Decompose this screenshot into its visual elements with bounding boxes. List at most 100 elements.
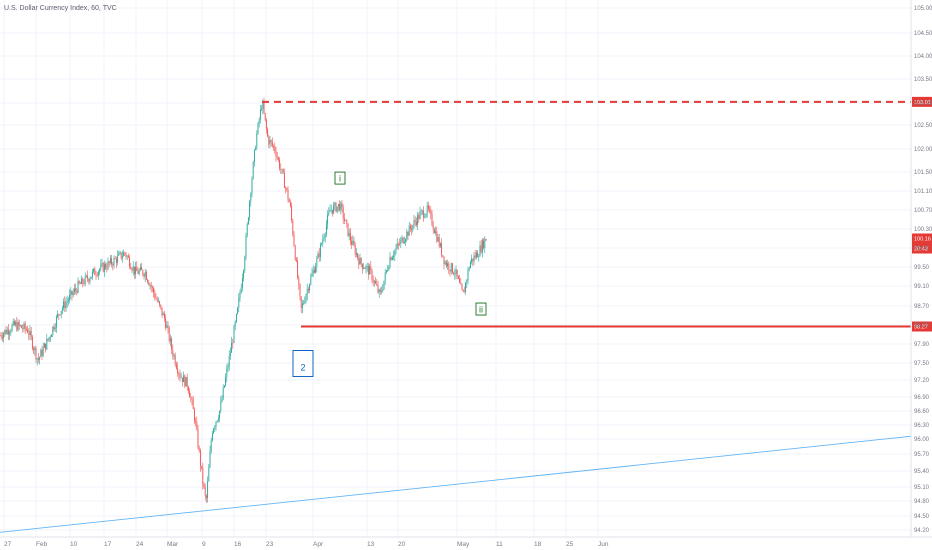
candle-body [201, 466, 203, 468]
candle-body [419, 211, 421, 220]
candle-body [89, 278, 91, 282]
candle-body [165, 318, 167, 328]
candle-body [143, 274, 145, 277]
candle-body [114, 258, 116, 259]
candle-body [426, 205, 428, 215]
candle-body [451, 263, 453, 273]
x-tick-label: 27 [4, 541, 12, 548]
candle-body [439, 243, 441, 247]
candle-body [19, 325, 21, 326]
x-tick-label: May [457, 541, 470, 548]
y-tick-label: 95.70 [914, 452, 930, 458]
candle-body [66, 301, 68, 303]
candle-body [327, 214, 329, 225]
y-tick-label: 98.30 [914, 323, 930, 329]
candle-body [191, 398, 193, 401]
candle-body [261, 108, 263, 110]
candle-body [121, 256, 123, 259]
candle-body [400, 240, 402, 245]
candle-body [247, 217, 249, 225]
price-tag-bg [912, 96, 932, 107]
y-axis[interactable]: 105.00 104.50 104.00 103.50 103.00 102.50 102.… [910, 0, 932, 537]
candle-body [339, 204, 341, 211]
candle-body [259, 109, 261, 120]
candle-body [15, 322, 17, 325]
candle-body [382, 289, 384, 292]
candle-body [412, 225, 414, 230]
candle-body [420, 210, 422, 212]
x-tick-label: 11 [496, 541, 503, 548]
candle-body [485, 239, 487, 241]
candle-body [366, 265, 368, 267]
candle-body [473, 255, 475, 262]
candle-body [262, 102, 264, 109]
candle-body [228, 355, 230, 367]
candle-body [138, 270, 140, 274]
candle-body [23, 323, 25, 329]
candle-body [195, 421, 197, 422]
candle-body [379, 289, 381, 292]
candle-body [337, 204, 339, 207]
candle-body [231, 342, 233, 353]
price-tag-label: 103.01 [914, 100, 931, 106]
candle-body [124, 252, 126, 254]
price-tag-bg [912, 321, 932, 332]
y-tick-label: 94.80 [914, 499, 930, 505]
candle-body [399, 243, 401, 245]
candle-body [369, 266, 371, 275]
candle-body [303, 303, 305, 304]
candle-body [225, 376, 227, 386]
candle-body [312, 269, 314, 274]
y-tick-label: 104.50 [914, 31, 932, 37]
candle-body [61, 307, 63, 311]
candle-body [437, 237, 439, 242]
candle-body [227, 366, 229, 369]
candle-body [77, 281, 79, 293]
candle-body [328, 211, 330, 215]
candle-body [47, 338, 49, 341]
candle-body [233, 326, 235, 343]
candle-body [34, 347, 36, 350]
candle-body [60, 310, 62, 315]
candle-body [319, 244, 321, 257]
candle-body [301, 303, 303, 308]
candle-body [151, 287, 153, 288]
wave-label-box [334, 171, 346, 185]
candle-body [367, 265, 369, 275]
x-axis[interactable]: 27 Feb 10 17 24 Mar 9 16 23 Apr 13 20 May 11 18 25 Jun [0, 536, 932, 548]
candle-body [406, 231, 408, 240]
candle-body [472, 258, 474, 262]
x-tick-label: 23 [266, 541, 274, 548]
candle-body [10, 331, 12, 333]
candle-body [365, 266, 367, 269]
candle-body [149, 284, 151, 286]
candle-body [203, 483, 205, 487]
candle-body [478, 256, 480, 258]
candle-body [477, 252, 479, 258]
candle-body [214, 426, 216, 429]
candle-body [341, 202, 343, 208]
candles-layer [0, 97, 487, 503]
candle-body [449, 269, 451, 272]
candle-body [129, 257, 131, 267]
wave-label-text: 2 [300, 363, 305, 373]
candle-body [336, 206, 338, 212]
candle-body [222, 387, 224, 399]
candle-body [316, 258, 318, 267]
candle-body [361, 263, 363, 269]
candle-body [186, 377, 188, 388]
y-tick-label: 100.70 [914, 208, 932, 214]
candle-body [234, 321, 236, 327]
candle-body [112, 264, 114, 266]
candle-body [396, 243, 398, 249]
candle-body [457, 276, 459, 279]
candle-body [123, 252, 125, 257]
candle-body [127, 256, 129, 258]
candle-body [91, 271, 93, 277]
candle-body [49, 336, 51, 338]
candle-body [153, 287, 155, 293]
candle-body [285, 187, 287, 189]
candle-body [345, 220, 347, 221]
candle-body [172, 349, 174, 357]
